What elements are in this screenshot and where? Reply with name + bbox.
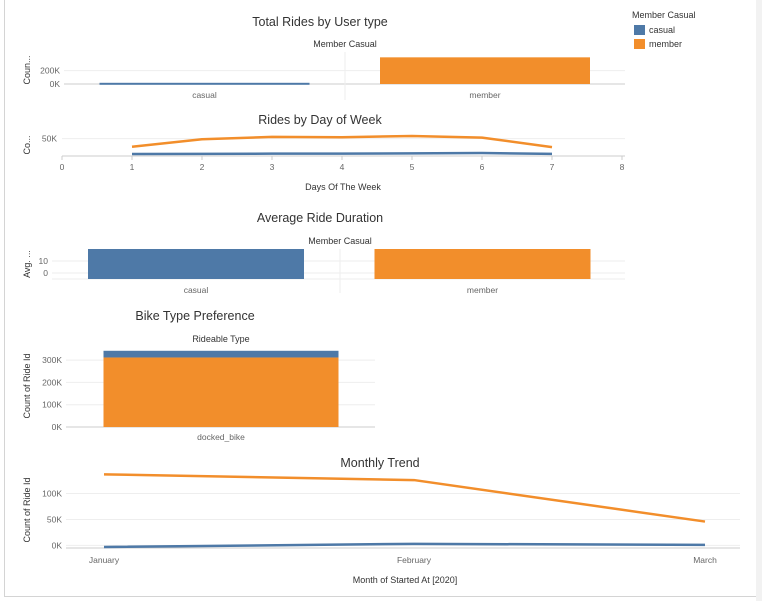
- vertical-scrollbar[interactable]: [756, 0, 762, 601]
- x-category-label: casual: [192, 90, 217, 100]
- chart-average-ride-duration: Average Ride Duration Member Casual Avg.…: [22, 211, 625, 295]
- chart-total-rides-by-user-type: Total Rides by User type Member Casual C…: [22, 15, 625, 100]
- chart-monthly-trend: Monthly Trend Count of Ride Id Month of …: [22, 456, 740, 585]
- y-tick-label: 200K: [40, 66, 60, 76]
- column-header: Member Casual: [308, 236, 372, 246]
- x-tick-label: 6: [480, 162, 485, 172]
- y-axis-label: Avg. ...: [22, 250, 32, 278]
- chart-title: Total Rides by User type: [252, 15, 388, 29]
- legend-swatch-member: [634, 39, 645, 49]
- x-tick-label: January: [89, 555, 120, 565]
- chart-title: Average Ride Duration: [257, 211, 383, 225]
- x-tick-label: 7: [550, 162, 555, 172]
- y-tick-label: 0K: [52, 422, 63, 432]
- chart-title: Monthly Trend: [340, 456, 419, 470]
- chart-title: Rides by Day of Week: [258, 113, 382, 127]
- x-tick-label: 3: [270, 162, 275, 172]
- chart-bike-type-preference: Bike Type Preference Rideable Type Count…: [22, 309, 375, 442]
- y-tick-label: 0K: [50, 79, 61, 89]
- y-tick-label: 0K: [52, 540, 63, 550]
- chart-title: Bike Type Preference: [135, 309, 254, 323]
- bar-member: [380, 57, 590, 84]
- x-tick-label: February: [397, 555, 432, 565]
- x-category-label: member: [467, 285, 498, 295]
- x-tick-label: 4: [340, 162, 345, 172]
- series-line-member: [104, 474, 705, 521]
- bar-segment-casual: [104, 351, 339, 358]
- x-tick-label: 8: [620, 162, 625, 172]
- y-axis-label: Count of Ride Id: [22, 477, 32, 542]
- column-header: Rideable Type: [192, 334, 249, 344]
- x-tick-label: 0: [60, 162, 65, 172]
- x-category-label: casual: [184, 285, 209, 295]
- y-tick-label: 0: [43, 268, 48, 278]
- legend-label-casual: casual: [649, 25, 675, 35]
- y-tick-label: 100K: [42, 400, 62, 410]
- x-category-label: docked_bike: [197, 432, 245, 442]
- legend-title: Member Casual: [632, 10, 696, 20]
- y-tick-label: 100K: [42, 489, 62, 499]
- y-axis-label: Coun...: [22, 55, 32, 84]
- series-line-casual: [132, 153, 552, 154]
- y-axis-label: Co...: [22, 135, 32, 154]
- bar-casual: [100, 83, 310, 85]
- y-tick-label: 10: [39, 256, 49, 266]
- x-tick-label: March: [693, 555, 717, 565]
- y-tick-label: 50K: [42, 134, 57, 144]
- x-category-label: member: [469, 90, 500, 100]
- x-tick-label: 2: [200, 162, 205, 172]
- bar-member: [375, 249, 591, 279]
- bar-segment-member: [104, 357, 339, 427]
- x-axis-label: Month of Started At [2020]: [353, 575, 458, 585]
- y-tick-label: 300K: [42, 355, 62, 365]
- legend-swatch-casual: [634, 25, 645, 35]
- chart-rides-by-day-of-week: Rides by Day of Week Co... Days Of The W…: [22, 113, 625, 192]
- y-tick-label: 50K: [47, 514, 62, 524]
- y-tick-label: 200K: [42, 377, 62, 387]
- column-header: Member Casual: [313, 39, 377, 49]
- legend-label-member: member: [649, 39, 682, 49]
- legend[interactable]: Member Casual casual member: [632, 10, 696, 49]
- y-axis-label: Count of Ride Id: [22, 353, 32, 418]
- x-tick-label: 5: [410, 162, 415, 172]
- series-line-member: [132, 136, 552, 147]
- bar-casual: [88, 249, 304, 279]
- x-tick-label: 1: [130, 162, 135, 172]
- x-axis-label: Days Of The Week: [305, 182, 381, 192]
